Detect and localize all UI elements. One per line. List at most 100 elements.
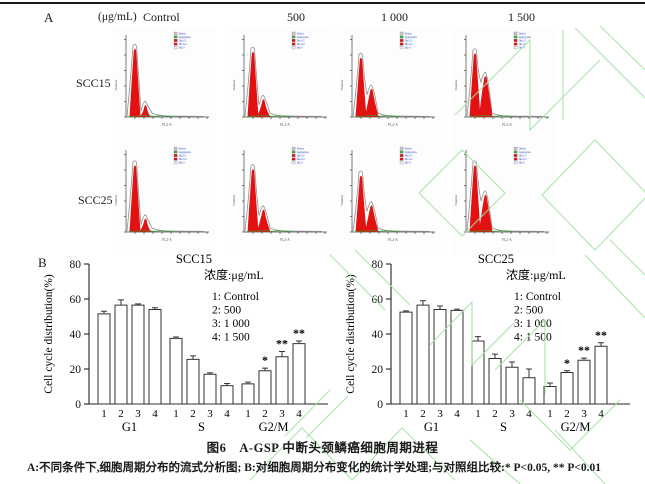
hist-legend-swatch (291, 150, 296, 154)
hist-legend-swatch (173, 42, 178, 46)
hist-legend-swatch (291, 31, 296, 35)
hist-ylabel: Number (454, 194, 458, 206)
hist-model-curve (244, 164, 323, 232)
figure-caption-note: A:不同条件下,细胞周期分布的流式分析图; B:对细胞周期分布变化的统计学处理;… (27, 462, 602, 474)
significance-marker: * (564, 356, 570, 370)
hist-ylabel: Number (232, 194, 236, 206)
hist-legend-swatch (173, 154, 178, 157)
bar-tick-label: 3 (509, 408, 515, 420)
hist-ylabel: Number (454, 79, 458, 91)
bar-tick-label: 1 (173, 408, 179, 420)
hist-legend-label: Dip G1 (405, 40, 414, 43)
hist-model-curve (244, 46, 323, 117)
hist-legend-label: Dip G1 (297, 155, 306, 158)
bar-tick-label: 1 (101, 408, 107, 420)
bar (203, 373, 217, 405)
hist-g1-peak (355, 57, 367, 117)
hist-legend-label: Dip S (519, 162, 526, 165)
group-label: G2/M (561, 420, 591, 434)
hist-legend-label: Aggregates (519, 151, 531, 154)
chart-legend-title: 浓度:μg/mL (506, 267, 566, 282)
hist-legend-swatch (399, 31, 404, 35)
panel-b-label: B (38, 255, 47, 270)
significance-marker: * (262, 353, 268, 367)
hist-model-curve (126, 43, 205, 117)
hist-xlabel: FL2-A (388, 123, 398, 127)
bar (522, 377, 536, 405)
bar-tick-label: 2 (118, 408, 124, 420)
hist-legend-swatch (173, 157, 178, 161)
watermark-stroke (574, 27, 645, 99)
column-header-1500: 1 500 (508, 10, 535, 24)
significance-marker: ** (578, 343, 590, 357)
hist-legend-swatch (291, 35, 296, 39)
hist-legend-label: Aggregates (179, 151, 191, 154)
hist-legend-label: Dip G1 (519, 40, 528, 43)
hist-aggregates-trace (245, 115, 293, 118)
bar (241, 383, 255, 405)
hist-legend-label: Aggregates (405, 151, 417, 154)
significance-marker: ** (293, 326, 305, 340)
group-label: S (198, 420, 205, 434)
chart-legend-entry: 2: 500 (514, 305, 543, 317)
figure-caption-title: 图6 A-GSP 中断头颈鳞癌细胞周期进程 (206, 441, 439, 455)
panel-a-label: A (44, 10, 54, 25)
concentration-unit-label: (μg/mL) (98, 11, 137, 23)
bar-tick-label: 1 (475, 408, 481, 420)
y-tick-label: 40 (70, 329, 82, 341)
bar-tick-label: 4 (296, 408, 302, 420)
hist-legend-label: Dip S (179, 47, 186, 50)
hist-legend-swatch (173, 46, 178, 50)
bar-tick-label: 3 (437, 408, 443, 420)
hist-legend-label: Dip S (519, 47, 526, 50)
bar (577, 359, 591, 405)
significance-marker: ** (276, 337, 288, 351)
bar-tick-label: 3 (279, 408, 285, 420)
chart-legend-entry: 2: 500 (212, 305, 241, 317)
hist-xlabel: FL2-A (280, 123, 290, 127)
bar-tick-label: 2 (492, 408, 498, 420)
hist-legend-label: Debris (405, 32, 412, 35)
hist-legend-swatch (513, 31, 518, 35)
hist-legend-label: Aggregates (297, 151, 309, 154)
hist-legend-swatch (399, 154, 404, 157)
hist-legend-label: Dip G1 (179, 40, 188, 43)
hist-legend-swatch (399, 146, 404, 150)
chart-ylabel: Cell cycle distribution(%) (43, 274, 55, 394)
bar-tick-label: 4 (224, 408, 230, 420)
hist-legend-swatch (513, 146, 518, 150)
bar (258, 370, 272, 405)
hist-legend-label: Aggregates (179, 36, 191, 39)
bar (131, 304, 145, 405)
bar-tick-label: 4 (152, 408, 158, 420)
group-label: G2/M (259, 420, 289, 434)
hist-legend-swatch (173, 161, 178, 165)
hist-legend-label: Dip G2 (405, 158, 414, 161)
hist-ylabel: Number (340, 194, 344, 206)
hist-legend-swatch (291, 146, 296, 150)
hist-legend-swatch (173, 150, 178, 154)
bar-tick-label: 4 (454, 408, 460, 420)
bar (471, 340, 485, 405)
hist-g1-peak (129, 165, 141, 232)
group-label: S (500, 420, 507, 434)
hist-legend-label: Debris (297, 32, 304, 35)
hist-g2-peak (365, 88, 379, 117)
chart-title: SCC15 (176, 252, 212, 266)
hist-legend-label: Dip G2 (179, 158, 188, 161)
hist-ylabel: Number (340, 79, 344, 91)
bar (505, 366, 519, 405)
bar (186, 358, 200, 405)
bar (433, 309, 447, 405)
hist-legend-swatch (173, 146, 178, 150)
bar (97, 313, 111, 405)
y-tick-label: 20 (70, 364, 82, 376)
y-tick-label: 60 (372, 294, 384, 306)
